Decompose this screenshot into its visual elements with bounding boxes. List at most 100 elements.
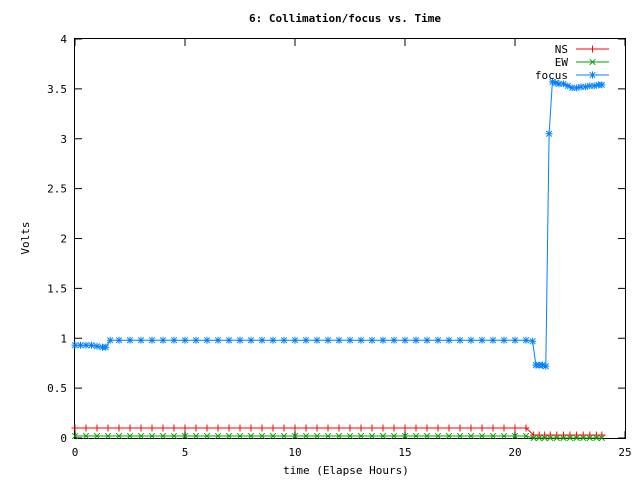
data-point — [445, 432, 453, 440]
data-point — [82, 432, 90, 440]
y-tick-label: 2.5 — [47, 183, 67, 196]
data-point — [500, 424, 508, 432]
data-point — [379, 336, 387, 344]
data-point — [170, 432, 178, 440]
data-point — [580, 434, 587, 442]
data-point — [456, 424, 464, 432]
data-point — [553, 434, 560, 442]
y-tick-label: 1 — [60, 332, 67, 345]
legend-label: EW — [555, 56, 569, 69]
plot-frame — [74, 38, 626, 439]
data-point — [170, 336, 178, 344]
legend-label: focus — [535, 69, 568, 82]
data-point — [137, 432, 145, 440]
data-point — [225, 432, 233, 440]
data-point — [478, 432, 486, 440]
data-point — [445, 424, 453, 432]
data-point — [302, 336, 310, 344]
data-point — [542, 362, 550, 370]
data-point — [412, 336, 420, 344]
data-point — [247, 424, 255, 432]
data-point — [313, 424, 321, 432]
data-point — [478, 424, 486, 432]
data-point — [324, 424, 332, 432]
data-point — [247, 432, 255, 440]
data-point — [368, 336, 376, 344]
data-point — [170, 424, 178, 432]
data-point — [560, 434, 567, 442]
data-point — [511, 432, 519, 440]
data-point — [357, 432, 365, 440]
data-point — [269, 336, 277, 344]
data-point — [489, 432, 497, 440]
data-point — [115, 336, 123, 344]
data-point — [104, 432, 112, 440]
x-tick-label: 20 — [508, 446, 521, 459]
data-point — [478, 336, 486, 344]
data-point — [423, 432, 431, 440]
data-point — [412, 432, 420, 440]
data-point — [148, 424, 156, 432]
y-tick-label: 0.5 — [47, 382, 67, 395]
data-point — [236, 336, 244, 344]
data-point — [456, 432, 464, 440]
legend-label: NS — [555, 43, 568, 56]
data-point — [581, 83, 589, 91]
y-axis-label: Volts — [19, 221, 32, 254]
data-point — [137, 336, 145, 344]
data-point — [148, 432, 156, 440]
data-point — [467, 336, 475, 344]
data-point — [247, 336, 255, 344]
data-point — [589, 45, 596, 53]
data-point — [324, 336, 332, 344]
data-point — [291, 432, 299, 440]
data-point — [236, 432, 244, 440]
data-point — [181, 336, 189, 344]
data-point — [269, 432, 277, 440]
series-line — [75, 435, 602, 439]
data-point — [541, 434, 548, 442]
data-point — [530, 434, 537, 442]
data-point — [511, 424, 519, 432]
data-point — [401, 432, 409, 440]
data-point — [71, 424, 79, 432]
y-tick-label: 0 — [60, 432, 67, 445]
x-tick-label: 25 — [618, 446, 631, 459]
data-point — [379, 424, 387, 432]
y-tick-label: 3.5 — [47, 83, 67, 96]
data-point — [547, 434, 554, 442]
data-point — [511, 336, 519, 344]
data-point — [500, 432, 508, 440]
data-point — [88, 341, 95, 349]
data-point — [390, 336, 398, 344]
data-point — [489, 336, 497, 344]
y-tick-label: 4 — [60, 33, 67, 46]
data-point — [181, 432, 189, 440]
series-layer — [71, 78, 606, 442]
data-point — [434, 432, 442, 440]
data-point — [536, 434, 543, 442]
data-point — [214, 432, 222, 440]
data-point — [357, 424, 365, 432]
data-point — [104, 424, 112, 432]
data-point — [280, 336, 288, 344]
data-point — [489, 424, 497, 432]
x-tick-label: 10 — [288, 446, 301, 459]
data-point — [335, 432, 343, 440]
series-ew — [71, 432, 606, 442]
data-point — [82, 424, 90, 432]
data-point — [93, 342, 101, 350]
x-axis: 0 5 10 15 20 25 — [72, 39, 632, 459]
x-tick-label: 0 — [72, 446, 79, 459]
data-point — [225, 424, 233, 432]
data-point — [102, 343, 110, 351]
y-tick-label: 1.5 — [47, 282, 67, 295]
data-point — [214, 336, 222, 344]
data-point — [225, 336, 233, 344]
data-point — [181, 424, 189, 432]
data-point — [346, 424, 354, 432]
data-point — [423, 336, 431, 344]
data-point — [313, 432, 321, 440]
data-point — [302, 432, 310, 440]
